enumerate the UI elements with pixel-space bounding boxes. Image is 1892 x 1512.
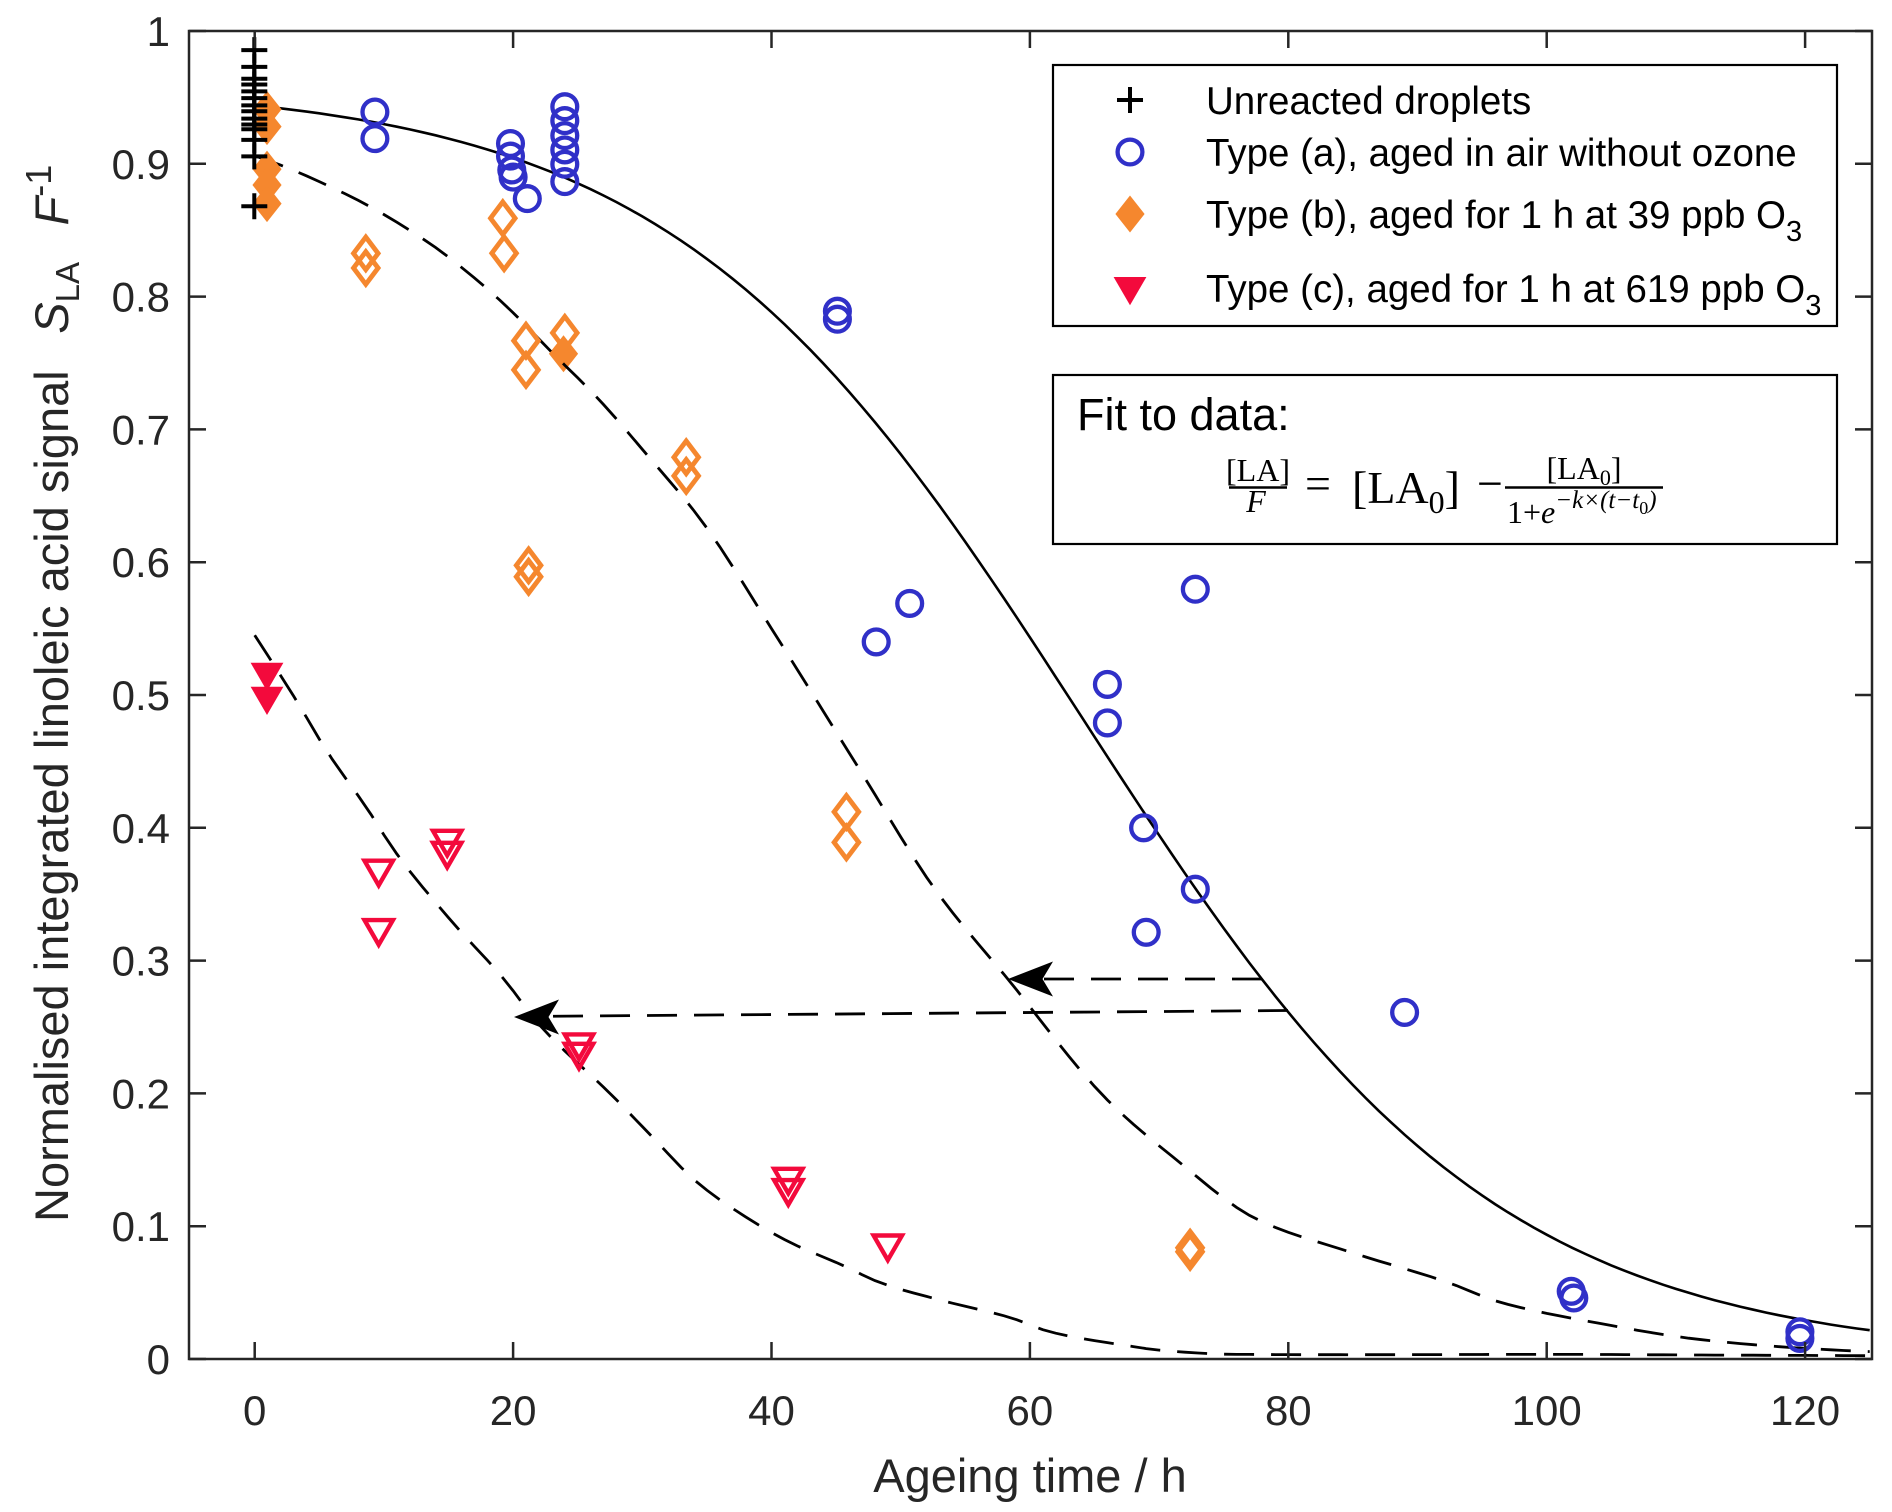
- svg-text:Type (a), aged in air without: Type (a), aged in air without ozone: [1206, 132, 1797, 175]
- svg-text:=: =: [1305, 458, 1331, 509]
- svg-text:0.1: 0.1: [112, 1203, 170, 1250]
- svg-text:1: 1: [147, 8, 170, 55]
- svg-text:100: 100: [1512, 1387, 1582, 1434]
- svg-text:0.3: 0.3: [112, 938, 170, 985]
- svg-text:Ageing time / h: Ageing time / h: [873, 1449, 1187, 1502]
- svg-text:F: F: [1245, 483, 1266, 519]
- svg-text:0.4: 0.4: [112, 805, 170, 852]
- svg-text:60: 60: [1007, 1387, 1054, 1434]
- svg-text:Normalised integrated linoleic: Normalised integrated linoleic acid sign…: [18, 165, 86, 1222]
- svg-text:0.7: 0.7: [112, 406, 170, 453]
- svg-text:0.9: 0.9: [112, 141, 170, 188]
- svg-text:0: 0: [243, 1387, 266, 1434]
- svg-text:Unreacted droplets: Unreacted droplets: [1206, 80, 1531, 123]
- svg-text:120: 120: [1770, 1387, 1840, 1434]
- svg-text:0.6: 0.6: [112, 539, 170, 586]
- svg-text:−: −: [1477, 458, 1503, 509]
- svg-text:[LA]: [LA]: [1226, 452, 1290, 488]
- svg-text:Fit to data:: Fit to data:: [1077, 389, 1290, 440]
- svg-text:40: 40: [748, 1387, 795, 1434]
- svg-text:80: 80: [1265, 1387, 1312, 1434]
- svg-text:0.8: 0.8: [112, 274, 170, 321]
- svg-text:20: 20: [490, 1387, 537, 1434]
- svg-text:[LA0]: [LA0]: [1547, 450, 1622, 490]
- svg-text:0.5: 0.5: [112, 672, 170, 719]
- svg-text:0: 0: [147, 1336, 170, 1383]
- svg-text:[LA0]: [LA0]: [1352, 462, 1460, 520]
- svg-text:0.2: 0.2: [112, 1070, 170, 1117]
